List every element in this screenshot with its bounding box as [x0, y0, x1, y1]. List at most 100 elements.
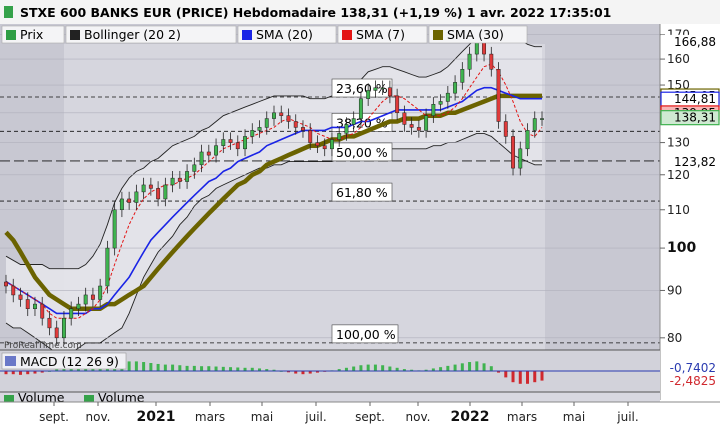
candle-body [83, 294, 88, 305]
macd-bar [424, 369, 428, 371]
macd-bar [134, 361, 138, 371]
fib-label-box [331, 182, 393, 202]
macd-bar [40, 371, 44, 373]
candle-body [489, 53, 494, 70]
candle-body [358, 98, 363, 119]
volume-icon-2 [84, 395, 94, 402]
macd-bar [221, 366, 225, 371]
price-tag-box [660, 34, 720, 50]
x-tick-label: 2022 [451, 409, 490, 425]
y-tick-label: 120 [667, 168, 690, 182]
candle-body [54, 327, 59, 339]
macd-bar [55, 369, 59, 371]
candle-body [4, 281, 8, 287]
candle-body [453, 82, 458, 94]
x-tick-label: sept. [39, 410, 69, 424]
macd-bar [533, 371, 537, 383]
macd-bar [26, 371, 30, 375]
candle-body [380, 87, 385, 89]
macd-bar [62, 367, 66, 371]
candle-body [119, 198, 124, 211]
candle-body [61, 317, 66, 339]
candle-body [518, 148, 523, 169]
candle-body [47, 317, 52, 329]
x-tick-label: mai [563, 410, 585, 424]
macd-bar [337, 369, 341, 371]
macd-bar [460, 363, 464, 371]
y-tick-label: 90 [667, 283, 682, 297]
candle-body [163, 184, 168, 200]
macd-icon [5, 356, 16, 366]
macd-bar [207, 366, 211, 371]
y-tick-label: 130 [667, 136, 690, 150]
macd-bar [258, 368, 262, 371]
gridlines [0, 34, 660, 339]
candle-body [177, 177, 182, 182]
macd-bar [518, 371, 522, 384]
macd-bar [308, 371, 312, 374]
macd-bar [431, 368, 435, 371]
candle-body [112, 209, 117, 249]
legend-label: Prix [20, 27, 43, 42]
candle-body [344, 124, 349, 134]
legend-item [428, 25, 528, 44]
candle-body [127, 198, 132, 203]
macd-bar [475, 361, 479, 371]
candle-body [540, 118, 544, 120]
candle-body [416, 127, 421, 131]
x-tick-label: nov. [86, 410, 111, 424]
macd-bar [4, 371, 8, 375]
candle-body [474, 41, 479, 55]
macd-label-box[interactable] [1, 352, 127, 370]
time-axis [0, 402, 720, 430]
x-tick-label: mars [507, 410, 537, 424]
candle-body [141, 184, 146, 193]
macd-bar [156, 363, 160, 371]
candle-body [337, 133, 342, 140]
fib-label: 23,60 % [336, 81, 388, 96]
candle-body [272, 112, 276, 119]
macd-bar [171, 364, 175, 371]
candle-body [279, 112, 284, 116]
macd-bar [301, 371, 305, 375]
macd-bar [381, 365, 385, 371]
candle-body [315, 142, 320, 146]
price-tag-label: 166,88 [674, 35, 716, 49]
macd-bar [395, 367, 399, 371]
macd-bar [504, 371, 508, 378]
macd-histogram [0, 358, 660, 384]
candle-body [424, 115, 429, 131]
volume-tab-2[interactable]: Volume [98, 390, 145, 405]
volume-tab-1[interactable]: Volume [18, 390, 65, 405]
fib-label: 50,00 % [336, 145, 388, 160]
legend-swatch [6, 30, 16, 40]
price-tag-box [660, 154, 720, 170]
candle-body [192, 164, 197, 172]
macd-bar [236, 367, 240, 371]
x-tick-label: 2021 [137, 409, 176, 425]
candle-body [25, 299, 30, 309]
price-tag-label: 144,81 [674, 92, 716, 106]
legend-label: SMA (30) [447, 27, 504, 42]
legend: Prix Bollinger (20 2) SMA (20) SMA (7) SMA (… [1, 25, 528, 44]
candle-body [228, 139, 233, 143]
candle-body [250, 130, 255, 137]
macd-bar [214, 366, 218, 371]
macd-bar [359, 365, 363, 371]
legend-item [237, 25, 337, 44]
candle-body [373, 87, 378, 91]
macd-bar [446, 365, 450, 371]
candle-body [387, 87, 392, 97]
y-tick-label: 80 [667, 331, 682, 345]
candle-body [351, 118, 356, 125]
legend-swatch [342, 30, 352, 40]
macd-bar [272, 369, 276, 371]
macd-bar [540, 371, 544, 381]
macd-value-1: -0,7402 [670, 361, 716, 375]
candle-body [185, 171, 190, 182]
candle-body [431, 104, 436, 116]
candle-body [532, 118, 537, 131]
x-tick-label: nov. [406, 410, 431, 424]
